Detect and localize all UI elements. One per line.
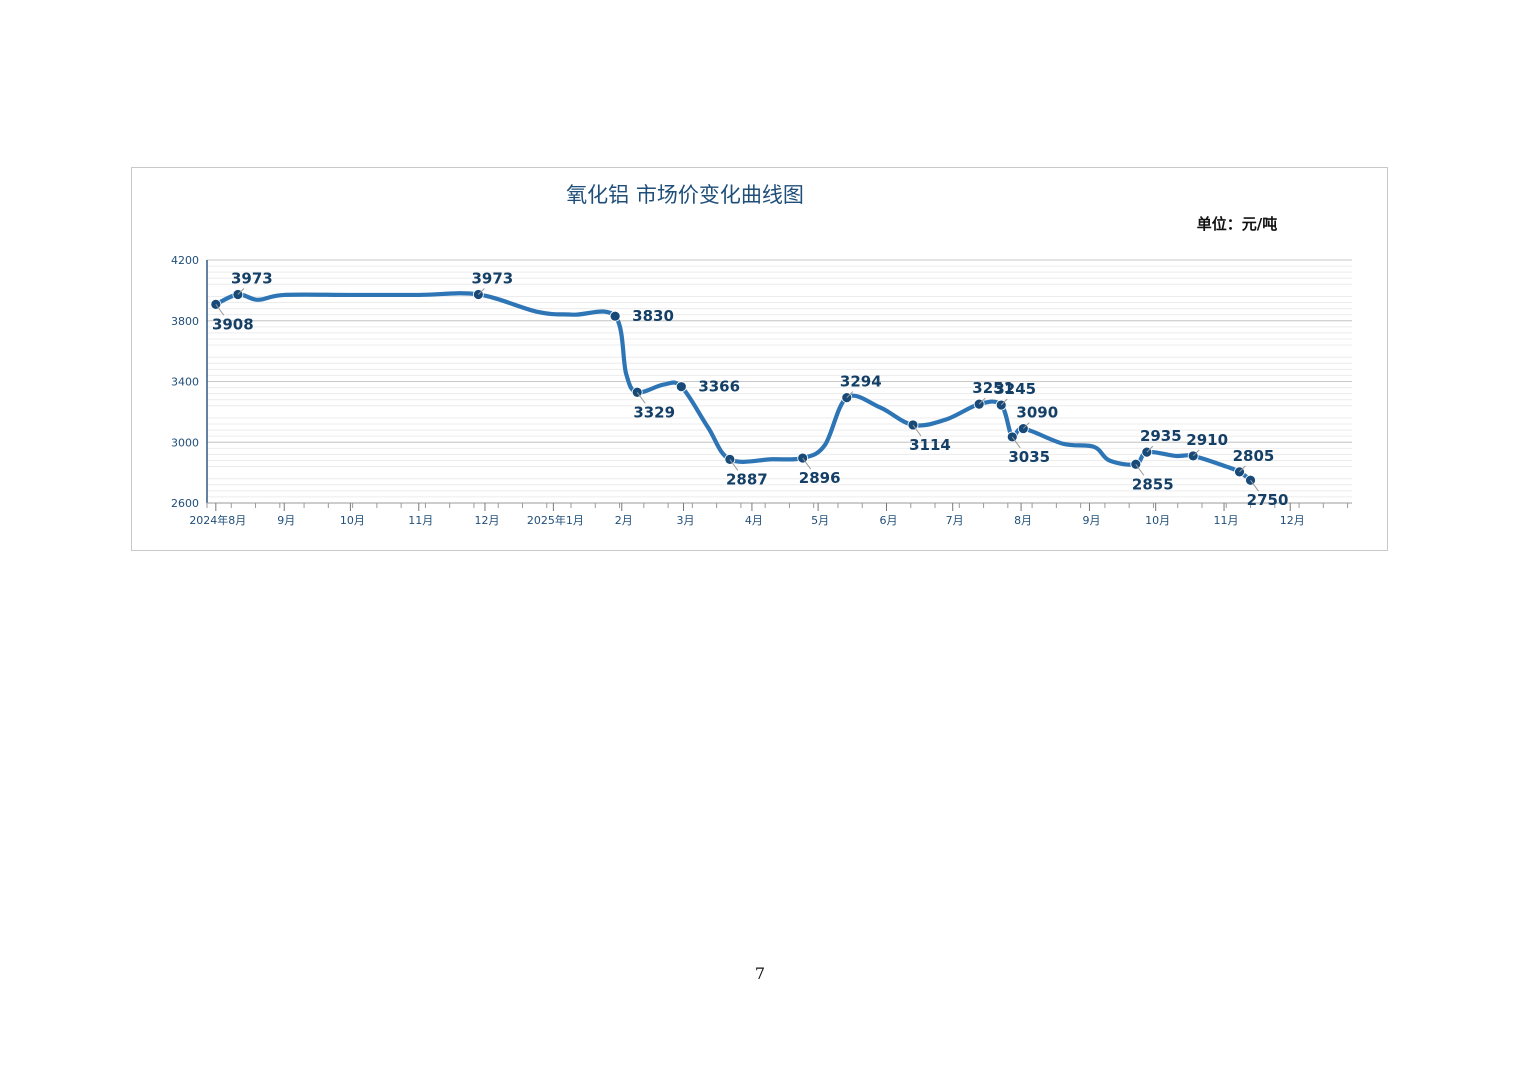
y-tick-label: 2600 xyxy=(171,497,199,510)
x-tick-label: 11月 xyxy=(408,514,433,527)
data-label: 2935 xyxy=(1140,427,1182,445)
x-tick-label: 2024年8月 xyxy=(189,513,246,527)
page-number: 7 xyxy=(754,964,766,983)
x-tick-label: 10月 xyxy=(1145,514,1170,527)
label-leader-line xyxy=(846,391,854,398)
y-tick-label: 3400 xyxy=(171,376,199,389)
label-leader-line xyxy=(978,397,986,405)
data-label: 3329 xyxy=(633,403,675,421)
x-tick-label: 5月 xyxy=(811,514,829,527)
data-label: 3090 xyxy=(1016,404,1058,422)
x-tick-label: 12月 xyxy=(474,514,499,527)
x-tick-label: 12月 xyxy=(1280,514,1305,527)
data-label: 3114 xyxy=(909,436,951,454)
data-label: 3251 xyxy=(972,379,1014,397)
y-tick-label: 3000 xyxy=(171,436,199,449)
data-label: 3366 xyxy=(698,378,740,396)
data-label: 2896 xyxy=(799,469,841,487)
x-tick-label: 11月 xyxy=(1214,514,1239,527)
label-leader-line xyxy=(729,459,739,471)
label-leader-line xyxy=(1192,449,1200,457)
label-leader-line xyxy=(478,288,485,295)
data-label: 2750 xyxy=(1247,491,1289,509)
label-leader-line xyxy=(215,304,225,316)
label-leader-line xyxy=(1250,479,1259,492)
data-label: 3973 xyxy=(231,269,273,287)
label-leader-line xyxy=(802,457,812,470)
label-leader-line xyxy=(1239,465,1246,473)
x-tick-label: 2月 xyxy=(615,514,633,527)
data-point xyxy=(631,386,643,398)
unit-label: 单位：元/吨 xyxy=(1197,215,1277,233)
label-leader-line xyxy=(1000,398,1008,406)
line-chart: 氧化铝 市场价变化曲线图 单位：元/吨 4200 3800 3400 3000 2600… xyxy=(171,183,1352,527)
label-leader-line xyxy=(1146,445,1154,453)
data-label: 2910 xyxy=(1186,431,1228,449)
x-tick-label: 7月 xyxy=(946,514,964,527)
label-leader-line xyxy=(636,391,646,404)
data-label: 3245 xyxy=(994,380,1036,398)
chart-title: 氧化铝 市场价变化曲线图 xyxy=(566,183,804,207)
x-tick-label: 10月 xyxy=(340,514,365,527)
label-leader-line xyxy=(912,424,922,437)
label-leader-line xyxy=(237,288,245,295)
data-label: 3908 xyxy=(212,315,254,333)
data-label: 2887 xyxy=(726,470,768,488)
y-tick-label: 4200 xyxy=(171,254,199,267)
x-tick-label: 9月 xyxy=(1082,514,1100,527)
data-label: 3973 xyxy=(471,269,513,287)
data-label: 3294 xyxy=(840,373,882,391)
data-point xyxy=(609,310,621,322)
label-leader-line xyxy=(1011,436,1021,449)
data-label: 2855 xyxy=(1132,475,1174,493)
data-point xyxy=(675,381,687,393)
y-tick-label: 3800 xyxy=(171,315,199,328)
x-tick-label: 4月 xyxy=(745,514,763,527)
data-label: 2805 xyxy=(1233,447,1275,465)
label-leader-line xyxy=(1135,463,1145,476)
label-leader-line xyxy=(1022,422,1030,429)
x-tick-label: 8月 xyxy=(1014,514,1032,527)
x-tick-label: 2025年1月 xyxy=(527,513,584,527)
x-tick-label: 3月 xyxy=(677,514,695,527)
data-label: 3035 xyxy=(1008,448,1050,466)
x-tick-label: 6月 xyxy=(879,514,897,527)
data-label: 3830 xyxy=(632,307,674,325)
chart-container: 氧化铝 市场价变化曲线图 单位：元/吨 4200 3800 3400 3000 2600… xyxy=(131,167,1388,551)
x-tick-label: 9月 xyxy=(277,514,295,527)
